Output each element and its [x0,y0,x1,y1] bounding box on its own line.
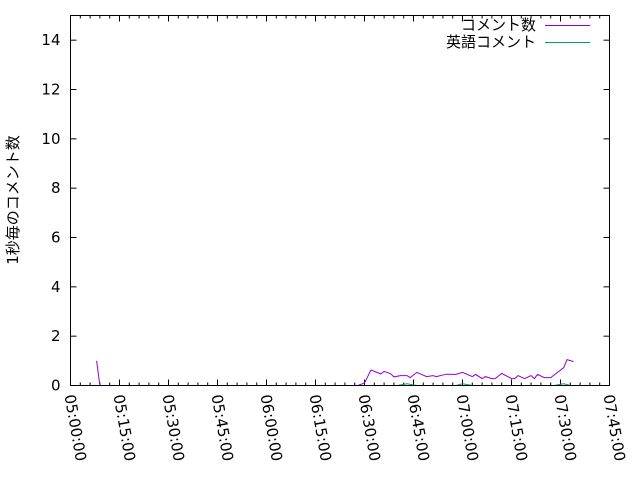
x-tick-label: 06:15:00 [306,393,335,462]
x-tick-label: 07:45:00 [600,393,629,462]
series-line-1 [553,383,571,386]
y-tick-label: 8 [51,179,61,197]
y-tick-label: 4 [51,278,61,296]
x-tick-label: 05:45:00 [208,393,237,462]
x-tick-label: 07:15:00 [502,393,531,462]
y-tick-label: 0 [51,377,61,395]
y-tick-label: 14 [41,31,60,49]
y-tick-label: 12 [41,81,60,99]
axis-ticks: 0 2 4 6 8 10 12 14 05:00:00 05:15:00 05:30:00 05:45… [41,15,629,463]
legend-label-1: 英語コメント [446,33,536,51]
y-axis-label: 1秒毎のコメント数 [4,135,22,265]
x-tick-label: 06:00:00 [257,393,286,462]
series-line-0 [96,360,101,386]
series-line-0 [344,358,574,386]
x-tick-label: 07:00:00 [453,393,482,462]
x-tick-label: 05:00:00 [61,393,90,462]
x-tick-label: 06:30:00 [355,393,384,462]
y-tick-label: 10 [41,130,60,148]
x-tick-label: 05:15:00 [110,393,139,462]
legend-label-0: コメント数 [461,16,536,34]
x-tick-label: 07:30:00 [551,393,580,462]
plot-border [70,15,610,386]
legend: コメント数 英語コメント [446,16,590,51]
y-tick-label: 2 [51,327,61,345]
y-tick-label: 6 [51,229,61,247]
x-tick-label: 06:45:00 [404,393,433,462]
x-tick-label: 05:30:00 [159,393,188,462]
